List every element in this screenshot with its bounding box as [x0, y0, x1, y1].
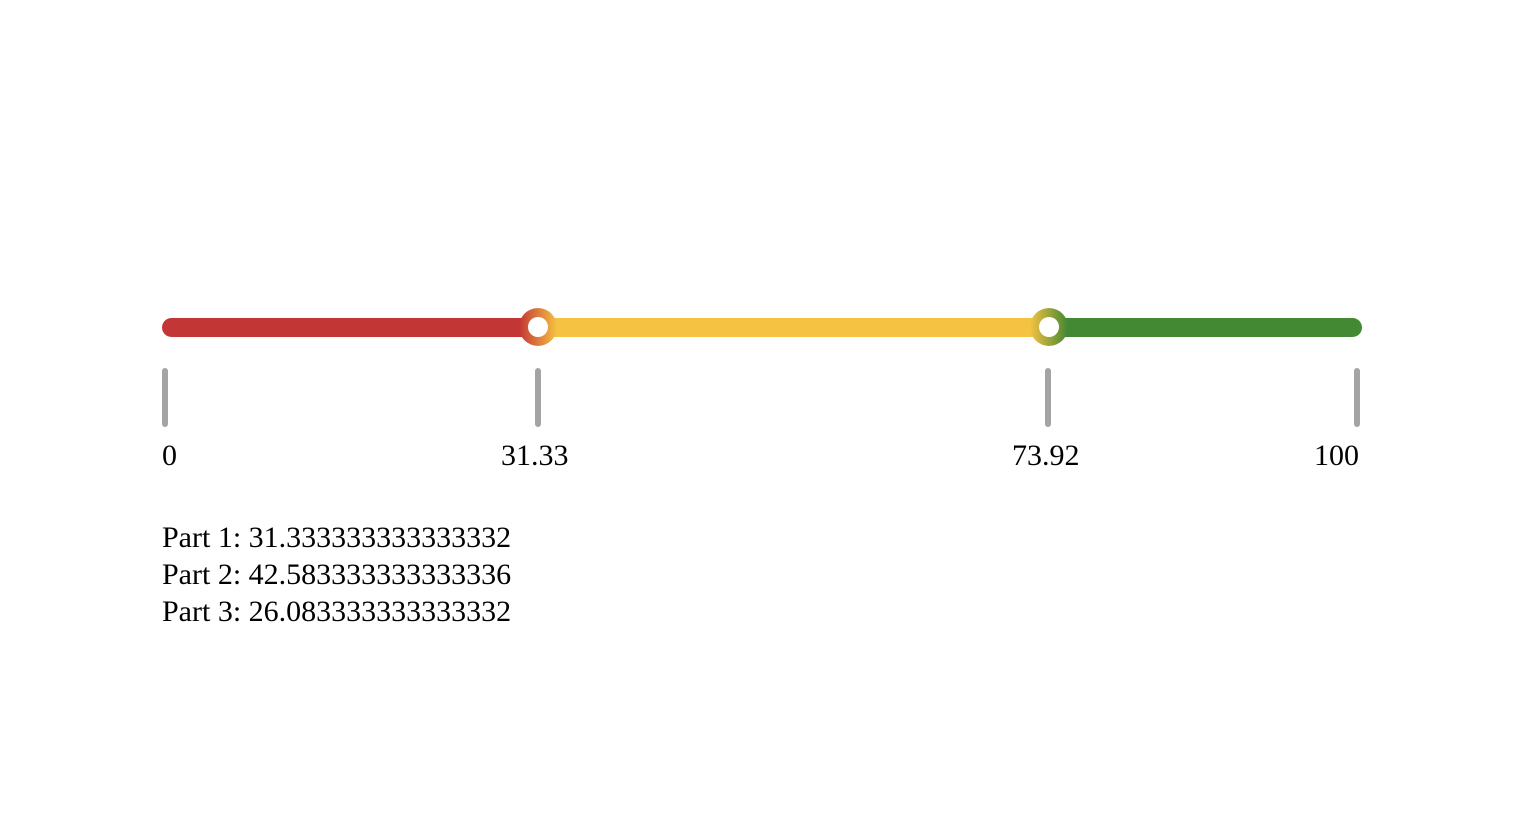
part-label: Part 1:: [162, 521, 249, 554]
tick-label-3: 100: [1314, 439, 1359, 472]
slider-segment-1: [162, 318, 538, 337]
tick-mark-3: [1354, 368, 1360, 427]
part-value: 26.083333333333332: [248, 595, 512, 628]
slider-segment-3: [1049, 318, 1362, 337]
part-label: Part 2:: [162, 558, 249, 591]
part-value: 42.583333333333336: [248, 558, 512, 591]
tick-label-1: 31.33: [501, 439, 569, 472]
tick-mark-2: [1045, 368, 1051, 427]
part-label: Part 3:: [162, 595, 249, 628]
range-slider[interactable]: 0 31.33 73.92 100: [162, 290, 1362, 490]
slider-segment-2: [538, 318, 1049, 337]
slider-handle-1[interactable]: [519, 308, 557, 346]
tick-mark-1: [535, 368, 541, 427]
tick-label-0: 0: [162, 439, 177, 472]
part-row-2: Part 2: 42.583333333333336: [162, 556, 511, 593]
part-row-3: Part 3: 26.083333333333332: [162, 593, 511, 630]
tick-mark-0: [162, 368, 168, 427]
part-value: 31.333333333333332: [248, 521, 512, 554]
tick-label-2: 73.92: [1012, 439, 1080, 472]
slider-handle-2[interactable]: [1030, 308, 1068, 346]
parts-list: Part 1: 31.333333333333332 Part 2: 42.58…: [162, 519, 511, 630]
part-row-1: Part 1: 31.333333333333332: [162, 519, 511, 556]
